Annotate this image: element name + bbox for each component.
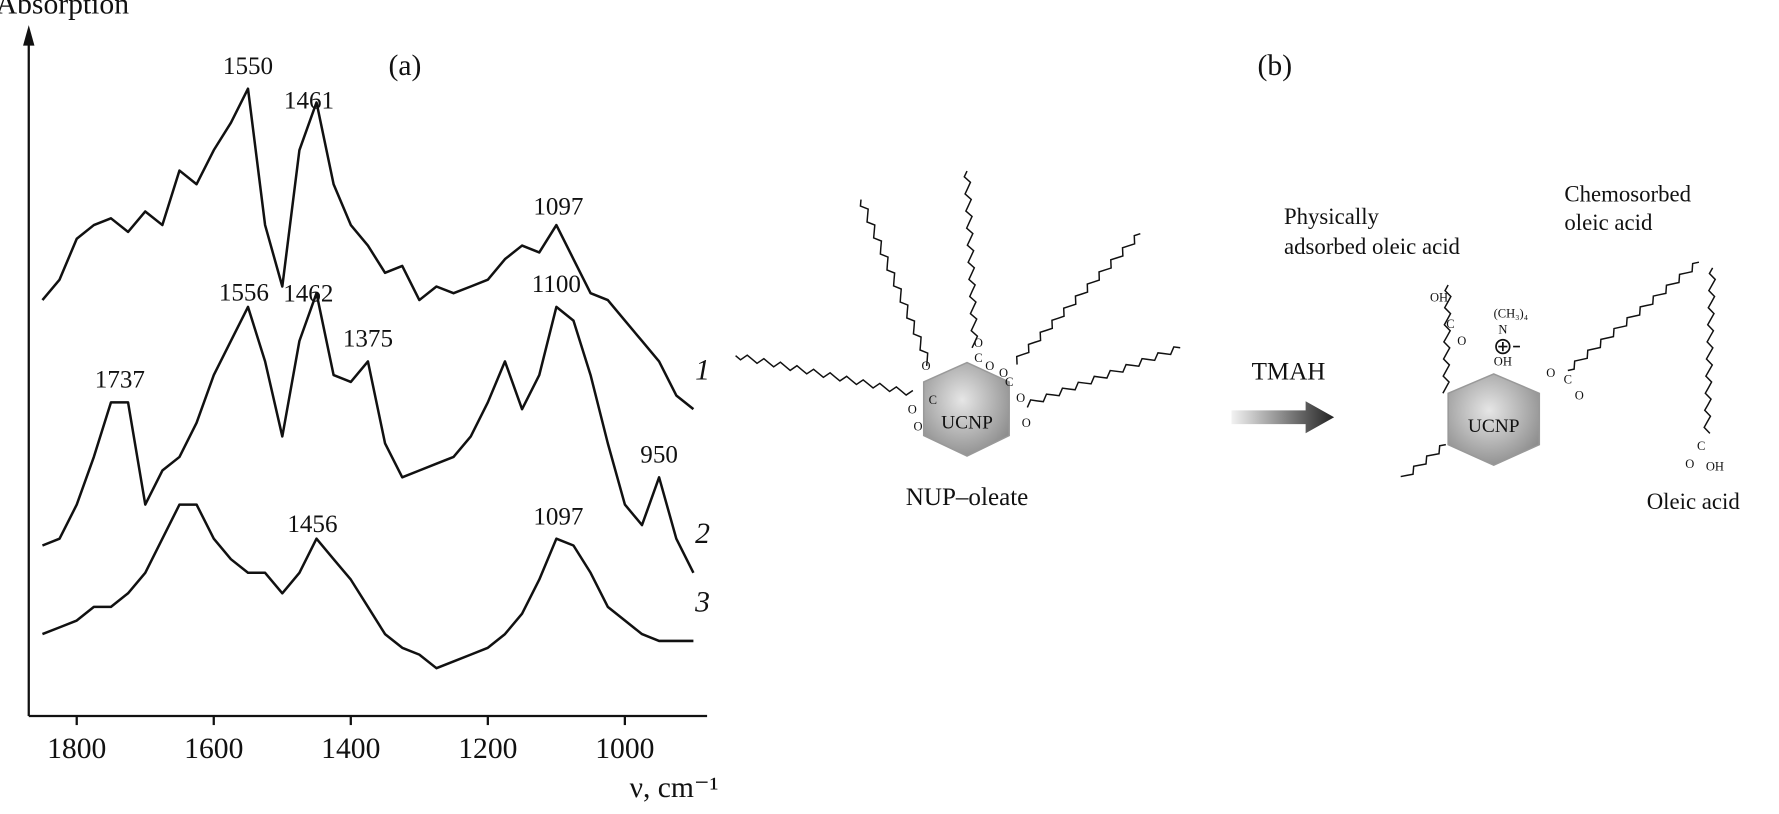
cation-label: N	[1498, 322, 1507, 336]
nanoparticle	[1447, 373, 1541, 466]
atom-label: OH	[1430, 291, 1448, 305]
peak-label: 1097	[533, 504, 583, 531]
panel-label: (a)	[389, 50, 422, 82]
atom-label: O	[1575, 389, 1584, 403]
atom-label: C	[1005, 375, 1013, 389]
nanoparticle	[922, 361, 1010, 457]
peak-label: 1550	[223, 53, 273, 80]
alkyl-chain	[1400, 443, 1446, 478]
atom-label: O	[1022, 416, 1031, 430]
annotation: Oleic acid	[1647, 489, 1741, 514]
charge-symbols	[1498, 342, 1520, 352]
atom-label: C	[929, 393, 937, 407]
diagram: (b) UCNP NUP–oleate TMAH UCNP Physically…	[735, 50, 1741, 514]
reagent-label: TMAH	[1252, 359, 1326, 386]
atom-label: O	[921, 359, 930, 373]
atom-label: O	[1457, 334, 1466, 348]
alkyl-chain	[1567, 261, 1700, 372]
series-label: 3	[694, 586, 710, 618]
core-label: UCNP	[1468, 416, 1520, 437]
atom-label: O	[974, 336, 983, 350]
atom-label: O	[999, 366, 1008, 380]
alkyl-chain	[1026, 346, 1181, 408]
series-label: 1	[695, 354, 710, 386]
atom-label: C	[1697, 439, 1705, 453]
peak-label: 1100	[532, 271, 581, 298]
charge-plus	[1495, 338, 1511, 355]
alkyl-chain	[963, 170, 979, 349]
peak-label: 1556	[219, 279, 269, 306]
x-tick-label: 1800	[47, 733, 106, 765]
spectrum-line	[41, 291, 695, 574]
x-tick-label: 1200	[458, 733, 517, 765]
peak-label: 1737	[95, 367, 145, 394]
peak-label: 950	[640, 442, 678, 469]
alkyl-chain	[1703, 267, 1717, 434]
y-axis-arrow	[23, 25, 35, 46]
atom-label: O	[1685, 457, 1694, 471]
atom-label: O	[913, 419, 922, 433]
annotation: Chemosorbed	[1564, 181, 1691, 206]
peak-label: 1456	[287, 511, 337, 538]
left-label: NUP–oleate	[906, 484, 1029, 511]
x-tick-label: 1600	[184, 733, 243, 765]
x-tick-label: 1400	[321, 733, 380, 765]
atom-label: C	[974, 351, 982, 365]
peak-label: 1462	[283, 280, 333, 307]
atom-label: C	[1564, 373, 1572, 387]
atom-label: O	[1546, 366, 1555, 380]
alkyl-chain	[859, 199, 929, 367]
atom-label: O	[908, 402, 917, 416]
x-axis-label: ν, cm⁻¹	[630, 772, 719, 804]
atom-label: O	[1016, 391, 1025, 405]
y-axis-label: Absorption	[0, 0, 129, 21]
annotation: Physically	[1284, 204, 1380, 229]
series-label: 2	[695, 518, 710, 550]
annotation: oleic acid	[1564, 210, 1653, 235]
atom-label: OH	[1706, 459, 1724, 473]
atom-label: O	[985, 359, 994, 373]
atom-label: C	[1446, 317, 1454, 331]
annotation: adsorbed oleic acid	[1284, 234, 1461, 259]
alkyl-chain	[1015, 233, 1141, 365]
spectrum-line	[41, 87, 695, 411]
panel-label: (b)	[1258, 50, 1293, 82]
spectrum-line	[41, 503, 694, 670]
cation-label: OH	[1494, 354, 1512, 368]
alkyl-chain	[735, 354, 914, 396]
peak-label: 1375	[343, 326, 393, 353]
reaction-arrow	[1231, 401, 1335, 434]
alkyl-chain	[1442, 284, 1452, 394]
core-label: UCNP	[941, 413, 993, 434]
cation-label: (CH₃)₄	[1494, 307, 1529, 321]
plot: 1800 1600 1400 1200 1000 1 1550 1461 1097 2 1737 15…	[41, 53, 710, 765]
x-tick-label: 1000	[595, 733, 654, 765]
peak-label: 1461	[284, 88, 334, 115]
peak-label: 1097	[533, 193, 583, 220]
